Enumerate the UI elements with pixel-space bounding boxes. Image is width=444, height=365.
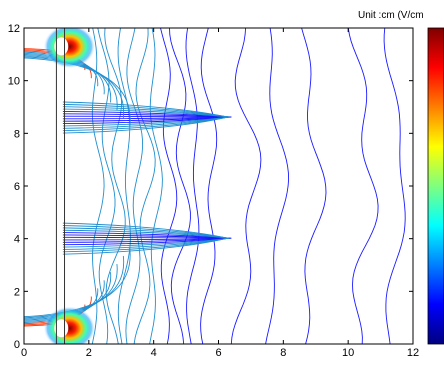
contour-lobe xyxy=(62,103,229,132)
contour-line xyxy=(133,28,156,344)
contour-lobe xyxy=(62,106,229,129)
field-hotspot xyxy=(43,28,96,69)
contour-line xyxy=(265,28,290,344)
y-tick-label: 8 xyxy=(14,128,20,140)
contour-lobe xyxy=(62,222,228,255)
axes-frame xyxy=(23,27,414,345)
contour-lines xyxy=(24,28,406,344)
x-tick-label: 0 xyxy=(21,347,27,359)
contour-line xyxy=(91,28,105,344)
x-tick-label: 10 xyxy=(342,347,354,359)
y-tick-label: 12 xyxy=(8,23,20,35)
contour-lobe xyxy=(62,227,229,250)
contour-line xyxy=(160,28,178,344)
contour-lobe xyxy=(62,234,231,243)
x-axis: 0 2 4 6 8 10 12 xyxy=(21,28,419,359)
contour-lobe xyxy=(62,111,231,125)
contour-line xyxy=(200,28,218,344)
y-tick-label: 2 xyxy=(14,286,20,298)
contour-line xyxy=(149,28,163,344)
contour-lobe xyxy=(62,225,229,253)
contour-lobe xyxy=(62,108,230,127)
contour-line xyxy=(185,28,200,344)
contour-line xyxy=(104,28,126,344)
y-tick-label: 4 xyxy=(14,234,20,246)
x-tick-label: 6 xyxy=(215,347,221,359)
contour-line xyxy=(117,28,131,344)
contour-line xyxy=(125,28,144,344)
plot-area xyxy=(24,28,406,344)
contour-lobe xyxy=(62,236,232,241)
contour-line xyxy=(301,28,327,344)
contour-line xyxy=(169,28,191,344)
contour-lobe xyxy=(62,113,231,122)
contour-lobe xyxy=(62,229,230,248)
contour-line xyxy=(347,28,379,344)
contour-radial xyxy=(24,57,131,127)
x-tick-label: 4 xyxy=(151,347,157,359)
x-tick-label: 2 xyxy=(86,347,92,359)
x-tick-label: 8 xyxy=(280,347,286,359)
y-axis: 0 2 4 6 8 10 12 xyxy=(8,23,413,351)
contour-lobe xyxy=(62,232,231,246)
y-tick-label: 6 xyxy=(14,181,20,193)
y-tick-label: 0 xyxy=(14,339,20,351)
unit-label: Unit :cm (V/cm xyxy=(358,10,424,21)
colorbar xyxy=(427,27,444,345)
y-tick-label: 10 xyxy=(8,76,20,88)
x-tick-label: 12 xyxy=(407,347,419,359)
electrode-strips xyxy=(55,28,66,344)
contour-line xyxy=(230,28,262,344)
field-hotspots xyxy=(43,28,96,344)
contour-lobe xyxy=(62,101,228,134)
contour-radial xyxy=(24,247,131,318)
contour-lobe xyxy=(62,115,232,120)
contour-line xyxy=(383,28,406,344)
